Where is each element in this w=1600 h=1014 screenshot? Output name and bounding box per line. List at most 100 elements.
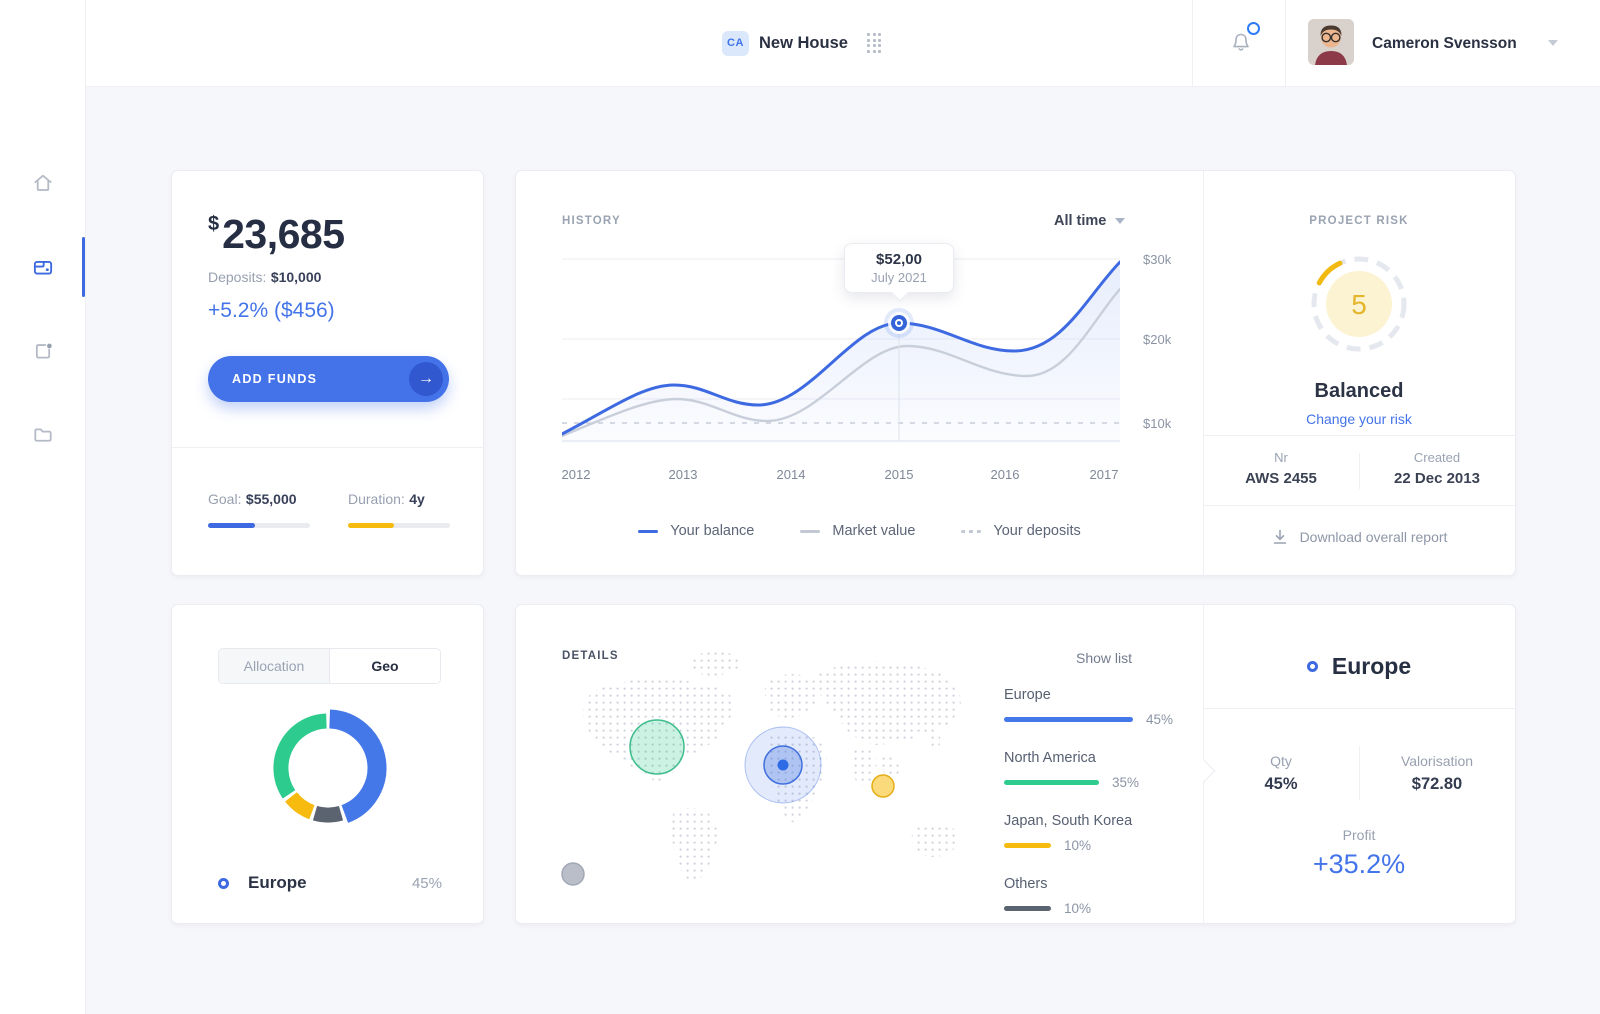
map-bubble-japan[interactable] bbox=[871, 774, 895, 798]
divider bbox=[172, 447, 483, 448]
x-tick: 2012 bbox=[561, 467, 591, 482]
legend-your-balance: Your balance bbox=[638, 523, 754, 539]
europe-marker-icon bbox=[1306, 661, 1318, 672]
list-item[interactable]: Japan, South Korea 10% bbox=[1004, 813, 1184, 853]
avatar-image bbox=[1308, 19, 1354, 65]
duration-value: 4y bbox=[409, 491, 425, 507]
sidebar-item-reports[interactable] bbox=[32, 340, 54, 362]
donut-segment-europe[interactable] bbox=[328, 709, 387, 823]
map-bubble-north-america[interactable] bbox=[629, 719, 685, 775]
legend-swatch bbox=[800, 529, 821, 533]
details-card: DETAILS Show list bbox=[515, 604, 1516, 924]
legend-your-deposits: Your deposits bbox=[961, 523, 1081, 539]
divider bbox=[1203, 171, 1204, 575]
map-bubble-others[interactable] bbox=[561, 862, 585, 886]
notifications-button[interactable] bbox=[1228, 22, 1260, 60]
legend-label: Market value bbox=[832, 523, 916, 539]
region-bar bbox=[1004, 843, 1051, 848]
donut-segment-others[interactable] bbox=[312, 805, 344, 823]
data-point-marker[interactable] bbox=[884, 308, 914, 338]
top-bar: CA New House Cameron Svensson bbox=[0, 0, 1600, 87]
risk-nr: Nr AWS 2455 bbox=[1203, 450, 1359, 487]
x-tick: 2015 bbox=[884, 467, 914, 482]
tab-allocation[interactable]: Allocation bbox=[219, 649, 329, 683]
history-title: HISTORY bbox=[562, 215, 621, 227]
balance-area bbox=[562, 262, 1120, 443]
goal-progress-fill bbox=[208, 523, 255, 528]
chevron-down-icon bbox=[1115, 218, 1126, 224]
arrow-right-icon: → bbox=[409, 362, 443, 396]
deposits-label: Deposits: bbox=[208, 269, 267, 285]
workspace-switcher[interactable]: CA New House bbox=[722, 30, 882, 56]
history-chart bbox=[562, 258, 1120, 443]
region-bar bbox=[1004, 717, 1133, 722]
region-name: North America bbox=[1004, 750, 1096, 766]
duration-label: Duration: bbox=[348, 491, 405, 507]
add-funds-button[interactable]: ADD FUNDS → bbox=[208, 356, 449, 402]
chart-legend: Your balance Market value Your deposits bbox=[516, 523, 1203, 539]
goal-label: Goal: bbox=[208, 491, 242, 507]
risk-level: Balanced bbox=[1314, 380, 1404, 402]
divider bbox=[1359, 746, 1360, 800]
avatar[interactable] bbox=[1308, 19, 1354, 65]
profit-value: +35.2% bbox=[1312, 849, 1406, 879]
list-item[interactable]: Europe 45% bbox=[1004, 687, 1184, 727]
nr-label: Nr bbox=[1274, 450, 1288, 465]
allocation-tabs: Allocation Geo bbox=[218, 648, 441, 684]
add-funds-label: ADD FUNDS bbox=[232, 372, 318, 386]
region-name: Europe bbox=[1004, 687, 1051, 703]
show-list-link[interactable]: Show list bbox=[1076, 650, 1133, 666]
risk-score: 5 bbox=[1351, 289, 1367, 320]
currency-symbol: $ bbox=[208, 213, 220, 235]
tooltip-date: July 2021 bbox=[871, 270, 927, 285]
sidebar-item-portfolio[interactable] bbox=[32, 256, 54, 278]
donut-segment-north-america[interactable] bbox=[273, 713, 327, 799]
sidebar-item-home[interactable] bbox=[32, 172, 54, 194]
user-menu-caret-icon[interactable] bbox=[1548, 40, 1558, 46]
divider bbox=[1192, 0, 1193, 86]
folder-icon bbox=[34, 428, 52, 442]
list-item[interactable]: North America 35% bbox=[1004, 750, 1184, 790]
region-pct: 10% bbox=[1064, 838, 1092, 853]
risk-title: PROJECT RISK bbox=[1309, 215, 1409, 227]
time-range-selector[interactable]: All time bbox=[1054, 213, 1126, 229]
selection-title-row: Europe bbox=[1203, 653, 1515, 680]
legend-swatch bbox=[638, 529, 659, 533]
risk-gauge: 5 bbox=[1311, 256, 1407, 352]
map-bubble-europe[interactable] bbox=[744, 726, 822, 804]
tab-geo[interactable]: Geo bbox=[329, 649, 440, 683]
time-range-value: All time bbox=[1054, 213, 1107, 229]
region-bar bbox=[1004, 780, 1099, 785]
document-icon bbox=[35, 343, 52, 359]
y-tick: $20k bbox=[1143, 332, 1172, 347]
home-icon bbox=[34, 174, 52, 191]
legend-label: Your balance bbox=[670, 523, 755, 539]
download-icon bbox=[1273, 529, 1286, 544]
world-map bbox=[561, 651, 961, 886]
sidebar-item-files[interactable] bbox=[32, 424, 54, 446]
duration-block: Duration: 4y bbox=[348, 491, 450, 528]
legend-label: Your deposits bbox=[993, 523, 1081, 539]
apps-grid-icon[interactable] bbox=[866, 33, 882, 53]
history-risk-card: HISTORY All time $30k $20k $10k bbox=[515, 170, 1516, 576]
profit-stat: Profit +35.2% bbox=[1203, 827, 1515, 880]
legend-swatch bbox=[961, 529, 982, 533]
geo-donut-chart bbox=[273, 709, 387, 823]
region-name: Others bbox=[1004, 876, 1048, 892]
download-label: Download overall report bbox=[1299, 529, 1448, 545]
donut-legend-row[interactable]: Europe 45% bbox=[218, 873, 442, 893]
download-report-button[interactable]: Download overall report bbox=[1203, 528, 1515, 546]
chart-tooltip: $52,00 July 2021 bbox=[844, 243, 954, 293]
sidebar bbox=[0, 0, 86, 1014]
donut-segment-japan-south-korea[interactable] bbox=[285, 791, 315, 820]
valorisation-stat: Valorisation $72.80 bbox=[1359, 753, 1515, 794]
deposits-line: Deposits: $10,000 bbox=[208, 269, 321, 287]
risk-gauge-value-arc bbox=[1316, 260, 1343, 286]
region-pct: 45% bbox=[1146, 712, 1174, 727]
workspace-badge: CA bbox=[722, 30, 749, 56]
page-title: New House bbox=[759, 33, 848, 52]
nr-value: AWS 2455 bbox=[1245, 470, 1317, 487]
user-name[interactable]: Cameron Svensson bbox=[1372, 35, 1517, 52]
change-risk-link[interactable]: Change your risk bbox=[1306, 411, 1412, 427]
list-item[interactable]: Others 10% bbox=[1004, 876, 1184, 916]
